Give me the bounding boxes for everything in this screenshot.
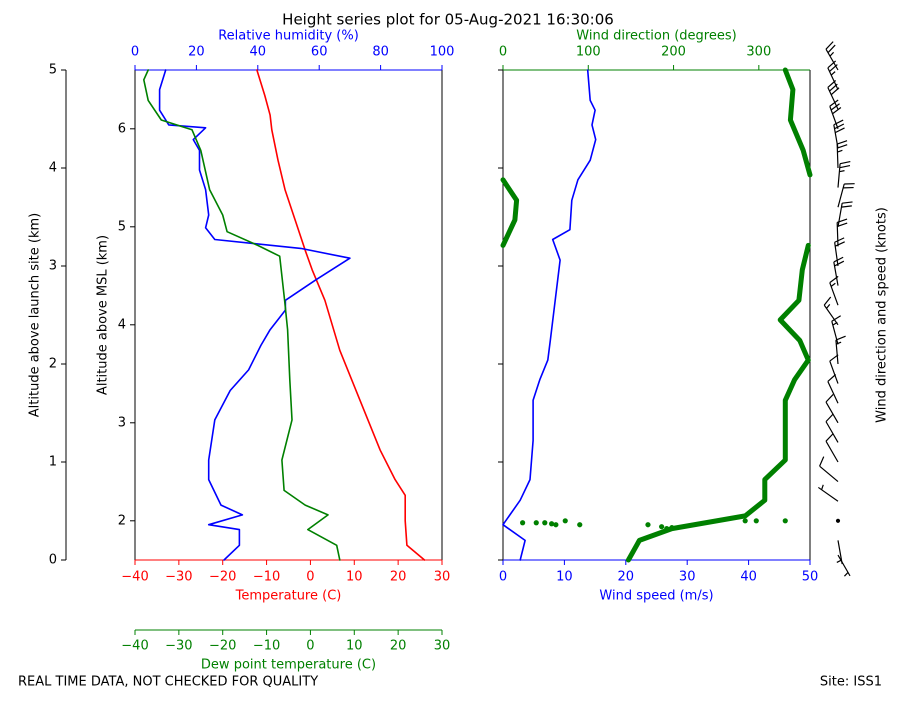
data-dot: [577, 522, 583, 528]
y-tick-label: 2: [118, 513, 126, 528]
wind-barb: [833, 119, 845, 149]
x-tick-label: 60: [311, 45, 328, 60]
x-tick-label: 0: [131, 45, 139, 60]
x-tick-label: −40: [121, 639, 148, 654]
x-axis-label: Relative humidity (%): [218, 29, 359, 44]
profile-line: [143, 69, 341, 561]
x-tick-label: 20: [188, 45, 205, 60]
wind-barb: [825, 413, 839, 443]
wind-barb: [835, 518, 841, 523]
x-tick-label: −20: [209, 639, 236, 654]
wind-barb: [827, 80, 840, 110]
y-tick-label: 1: [49, 455, 57, 470]
y-tick-label: 3: [118, 415, 126, 430]
x-tick-label: 0: [499, 570, 507, 585]
data-dot: [742, 518, 748, 524]
x-tick-label: −30: [165, 570, 192, 585]
x-tick-label: 0: [306, 639, 314, 654]
wind-barb: [819, 456, 839, 483]
x-tick-label: −40: [121, 570, 148, 585]
y-tick-label: 6: [118, 121, 126, 136]
x-tick-label: 10: [346, 570, 363, 585]
wind-barb: [836, 540, 843, 565]
data-dot: [542, 520, 548, 526]
wind-barb: [834, 237, 845, 267]
x-tick-label: 20: [390, 639, 407, 654]
wind-barb: [829, 99, 842, 130]
wind-barb: [837, 160, 851, 188]
x-axis-label: Wind speed (m/s): [599, 589, 713, 604]
y-tick-label: 5: [49, 63, 57, 78]
x-axis-label: Wind direction (degrees): [576, 29, 736, 44]
x-tick-label: 100: [430, 45, 455, 60]
x-tick-label: 30: [679, 570, 696, 585]
y-tick-label: 5: [118, 219, 126, 234]
x-axis-label: Dew point temperature (C): [201, 658, 376, 673]
data-dot: [664, 526, 670, 532]
x-tick-label: 0: [306, 570, 314, 585]
data-dot: [553, 522, 559, 528]
x-tick-label: 40: [740, 570, 757, 585]
data-dot: [562, 518, 568, 524]
profile-line: [500, 67, 813, 563]
x-tick-label: −10: [253, 639, 280, 654]
data-dot: [659, 524, 665, 530]
x-tick-label: 200: [661, 45, 686, 60]
wind-barb: [837, 554, 851, 577]
x-tick-label: 20: [618, 570, 635, 585]
y-axis-label: Altitude above launch site (km): [28, 213, 43, 417]
data-dot: [669, 525, 675, 531]
wind-barb: [827, 60, 839, 90]
x-tick-label: 20: [390, 570, 407, 585]
x-tick-label: 40: [250, 45, 267, 60]
profile-line: [256, 69, 426, 561]
wind-barb: [827, 374, 839, 404]
x-tick-label: 0: [499, 45, 507, 60]
x-tick-label: 10: [556, 570, 573, 585]
wind-barb: [825, 394, 839, 424]
data-dot: [753, 518, 759, 524]
barb-axis-label: Wind direction and speed (knots): [875, 207, 890, 423]
data-dot: [645, 522, 651, 528]
x-axis-label: Temperature (C): [235, 589, 342, 604]
footer-site: Site: ISS1: [820, 675, 882, 690]
x-tick-label: −30: [165, 639, 192, 654]
x-tick-label: 300: [746, 45, 771, 60]
y-tick-label: 4: [49, 161, 57, 176]
x-tick-label: −20: [209, 570, 236, 585]
data-dot: [782, 518, 788, 524]
data-dot: [520, 520, 526, 526]
x-tick-label: 30: [434, 639, 451, 654]
x-tick-label: 30: [434, 570, 451, 585]
y-tick-label: 0: [49, 553, 57, 568]
wind-barb: [837, 183, 855, 208]
wind-barb: [817, 484, 839, 502]
x-tick-label: 10: [346, 639, 363, 654]
wind-barb: [825, 433, 839, 463]
profile-line: [502, 69, 597, 561]
chart-title: Height series plot for 05-Aug-2021 16:30…: [282, 11, 614, 29]
data-dot: [533, 520, 539, 526]
wind-barb: [823, 296, 839, 326]
wind-barb: [836, 140, 848, 169]
x-tick-label: 50: [802, 570, 819, 585]
wind-barb: [835, 335, 846, 365]
y-tick-label: 3: [49, 259, 57, 274]
wind-barb: [825, 41, 839, 71]
y-axis-label: Altitude above MSL (km): [96, 235, 111, 395]
wind-barb: [833, 256, 845, 286]
wind-barb: [837, 201, 853, 227]
footer-note: REAL TIME DATA, NOT CHECKED FOR QUALITY: [18, 675, 318, 690]
y-tick-label: 4: [118, 317, 126, 332]
y-tick-label: 2: [49, 357, 57, 372]
data-dot: [549, 521, 555, 527]
x-tick-label: 80: [372, 45, 389, 60]
x-tick-label: −10: [253, 570, 280, 585]
x-tick-label: 100: [576, 45, 601, 60]
